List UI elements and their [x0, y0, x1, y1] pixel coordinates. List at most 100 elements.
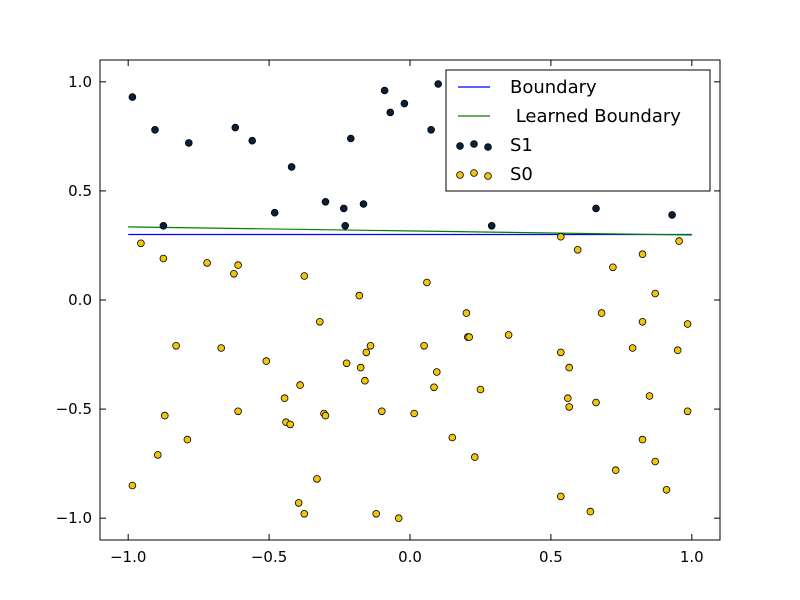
- legend-label-boundary: Boundary: [510, 77, 597, 98]
- point-s0: [420, 341, 428, 350]
- point-s0: [355, 291, 364, 300]
- point-s1: [321, 198, 330, 206]
- point-s0: [423, 278, 431, 287]
- y-tick-label: −1.0: [56, 509, 92, 527]
- point-s0: [356, 363, 365, 372]
- point-s0: [462, 309, 471, 317]
- point-s0: [342, 359, 351, 368]
- point-s0: [377, 407, 386, 416]
- point-s0: [294, 499, 303, 507]
- point-s1: [359, 200, 368, 208]
- point-s1: [287, 163, 296, 171]
- legend-s0-markers: [456, 169, 492, 180]
- legend-label-s1: S1: [510, 135, 533, 156]
- x-tick-label: 0.5: [539, 548, 563, 566]
- point-s0: [300, 509, 309, 518]
- point-s0: [504, 331, 513, 339]
- point-s0: [673, 346, 682, 355]
- point-s0: [230, 269, 238, 278]
- legend-s1-marker: [484, 143, 492, 151]
- point-s0: [286, 420, 295, 429]
- y-tick-label: 0.0: [68, 291, 92, 309]
- point-s0: [137, 239, 145, 248]
- point-s0: [597, 309, 606, 317]
- point-s0: [159, 254, 168, 263]
- point-s0: [651, 457, 659, 466]
- x-tick-label: 1.0: [680, 548, 704, 566]
- point-s1: [270, 208, 279, 217]
- boundary-lines-group: [128, 226, 692, 236]
- point-s0: [172, 341, 180, 350]
- point-s0: [565, 403, 573, 411]
- learned-boundary-line: [128, 226, 692, 236]
- point-s0: [321, 411, 330, 420]
- point-s0: [300, 272, 309, 280]
- point-s0: [563, 394, 572, 403]
- point-s0: [432, 368, 441, 376]
- point-s0: [203, 259, 211, 267]
- point-s0: [573, 246, 582, 254]
- point-s0: [651, 289, 659, 298]
- point-s0: [234, 407, 242, 416]
- point-s0: [128, 481, 137, 490]
- point-s0: [556, 232, 565, 241]
- legend-s0-marker: [470, 169, 478, 177]
- point-s1: [427, 126, 435, 134]
- point-s0: [430, 383, 438, 392]
- point-s0: [638, 435, 647, 444]
- point-s0: [683, 320, 692, 328]
- point-s0: [675, 237, 683, 245]
- point-s0: [234, 261, 242, 269]
- point-s0: [465, 333, 474, 341]
- axis-ticks-group: −1.0 −0.5 0.0 0.5 1.0 −1.0 −0.5 0.0 0.5 1.0: [56, 60, 720, 566]
- point-s0: [362, 348, 371, 357]
- point-s0: [662, 485, 671, 494]
- point-s0: [592, 398, 600, 407]
- point-s0: [361, 376, 369, 385]
- point-s1: [128, 93, 137, 101]
- point-s1: [231, 123, 240, 132]
- point-s0: [183, 435, 192, 444]
- point-s0: [366, 341, 375, 350]
- point-s0: [638, 317, 647, 326]
- point-s0: [611, 466, 620, 475]
- y-tick-label: 0.5: [68, 182, 92, 200]
- x-tick-label: −1.0: [110, 548, 146, 566]
- point-s0: [470, 453, 479, 461]
- point-s1: [159, 222, 168, 230]
- point-s0: [476, 385, 485, 394]
- legend-box: [445, 69, 711, 192]
- legend-s1-marker: [470, 140, 478, 148]
- point-s1: [339, 204, 348, 213]
- point-s0: [556, 348, 565, 357]
- point-s1: [400, 99, 409, 108]
- point-s1: [185, 139, 193, 147]
- point-s1: [346, 134, 355, 143]
- point-s0: [565, 363, 573, 372]
- point-s0: [280, 394, 289, 403]
- point-s0: [586, 507, 595, 516]
- point-s0: [313, 475, 321, 483]
- point-s0: [683, 407, 692, 416]
- point-s0: [161, 411, 169, 420]
- legend-label-s0: S0: [510, 164, 533, 185]
- point-s1: [380, 86, 389, 95]
- legend-s1-markers: [456, 140, 492, 151]
- point-s1: [592, 204, 600, 213]
- point-s0: [410, 409, 419, 418]
- point-s0: [154, 451, 162, 459]
- legend-label-learned-boundary: Learned Boundary: [510, 106, 681, 127]
- point-s1: [341, 222, 350, 230]
- point-s0: [217, 344, 226, 352]
- point-s0: [448, 433, 457, 442]
- point-s0: [394, 514, 403, 522]
- legend-s0-marker: [456, 171, 464, 179]
- point-s0: [315, 317, 324, 326]
- point-s0: [609, 263, 617, 272]
- x-tick-label: −0.5: [251, 548, 287, 566]
- data-points-group: [128, 80, 692, 522]
- point-s1: [248, 136, 257, 145]
- point-s0: [372, 509, 381, 518]
- point-s0: [638, 250, 647, 259]
